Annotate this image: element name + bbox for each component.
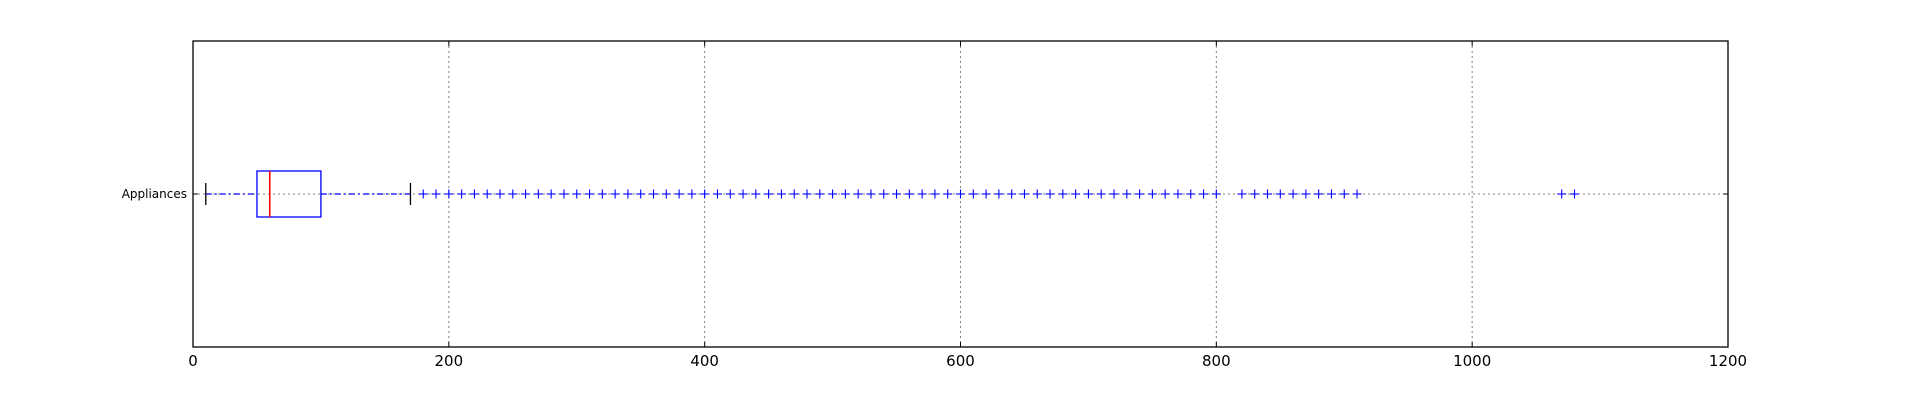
outlier-point: [610, 189, 620, 199]
outlier-point: [1339, 189, 1349, 199]
x-tick-label: 800: [1202, 352, 1231, 370]
x-tick-label: 200: [435, 352, 464, 370]
outlier-point: [597, 189, 607, 199]
outlier-point: [1160, 189, 1170, 199]
outlier-point: [1557, 189, 1567, 199]
outlier-point: [1352, 189, 1362, 199]
outlier-point: [1237, 189, 1247, 199]
outlier-point: [431, 189, 441, 199]
outlier-point: [495, 189, 505, 199]
x-tick-label: 1000: [1453, 352, 1491, 370]
outlier-point: [802, 189, 812, 199]
outlier-point: [1211, 189, 1221, 199]
box-group: [205, 170, 1579, 218]
outlier-point: [853, 189, 863, 199]
outlier-point: [1186, 189, 1196, 199]
outlier-point: [1288, 189, 1298, 199]
outlier-point: [444, 189, 454, 199]
x-tick-label: 400: [690, 352, 719, 370]
outlier-point: [1096, 189, 1106, 199]
outlier-point: [994, 189, 1004, 199]
outlier-point: [738, 189, 748, 199]
outlier-point: [1019, 189, 1029, 199]
outlier-point: [1250, 189, 1260, 199]
outlier-point: [712, 189, 722, 199]
outlier-point: [559, 189, 569, 199]
outlier-point: [636, 189, 646, 199]
outlier-point: [751, 189, 761, 199]
outlier-point: [930, 189, 940, 199]
x-tick-label: 1200: [1709, 352, 1747, 370]
y-axis: Appliances: [122, 187, 1728, 201]
outlier-point: [815, 189, 825, 199]
y-tick-label: Appliances: [122, 187, 187, 201]
outlier-point: [828, 189, 838, 199]
outlier-point: [585, 189, 595, 199]
outlier-point: [917, 189, 927, 199]
outlier-point: [674, 189, 684, 199]
outlier-point: [687, 189, 697, 199]
outlier-point: [1314, 189, 1324, 199]
outlier-point: [1122, 189, 1132, 199]
outlier-point: [956, 189, 965, 199]
outlier-point: [546, 189, 556, 199]
outlier-point: [776, 189, 786, 199]
outlier-point: [469, 189, 479, 199]
outlier-point: [700, 189, 710, 199]
outlier-point: [1058, 189, 1068, 199]
outlier-point: [623, 189, 633, 199]
outlier-point: [1109, 189, 1119, 199]
outlier-point: [1263, 189, 1272, 199]
outlier-point: [572, 189, 582, 199]
outlier-point: [418, 189, 428, 199]
box-iqr: [256, 170, 322, 218]
outlier-point: [943, 189, 953, 199]
outlier-point: [840, 189, 850, 199]
outlier-point: [649, 189, 658, 199]
box-layer: [205, 170, 1579, 218]
outlier-point: [904, 189, 914, 199]
outlier-point: [457, 189, 467, 199]
outlier-point: [1032, 189, 1042, 199]
outlier-point: [1045, 189, 1055, 199]
outlier-point: [789, 189, 799, 199]
outlier-point: [879, 189, 889, 199]
outlier-point: [521, 189, 531, 199]
outlier-point: [508, 189, 518, 199]
outlier-point: [1275, 189, 1285, 199]
outlier-point: [1199, 189, 1209, 199]
outlier-point: [725, 189, 735, 199]
outlier-point: [968, 189, 978, 199]
outlier-point: [1083, 189, 1093, 199]
outlier-point: [1301, 189, 1311, 199]
outlier-point: [1326, 189, 1336, 199]
outlier-point: [866, 189, 876, 199]
outlier-point: [482, 189, 492, 199]
outlier-point: [1147, 189, 1157, 199]
x-axis: 0 200 400 600 800 1000 1200: [188, 41, 1747, 370]
outlier-point: [1071, 189, 1081, 199]
outlier-point: [661, 189, 671, 199]
x-tick-label: 0: [188, 352, 198, 370]
outlier-point: [1570, 189, 1579, 199]
outlier-point: [533, 189, 543, 199]
outlier-point: [1173, 189, 1183, 199]
x-tick-label: 600: [946, 352, 975, 370]
outlier-point: [1135, 189, 1145, 199]
outlier-point: [892, 189, 902, 199]
outlier-point: [1007, 189, 1017, 199]
outlier-point: [764, 189, 774, 199]
outlier-point: [981, 189, 991, 199]
